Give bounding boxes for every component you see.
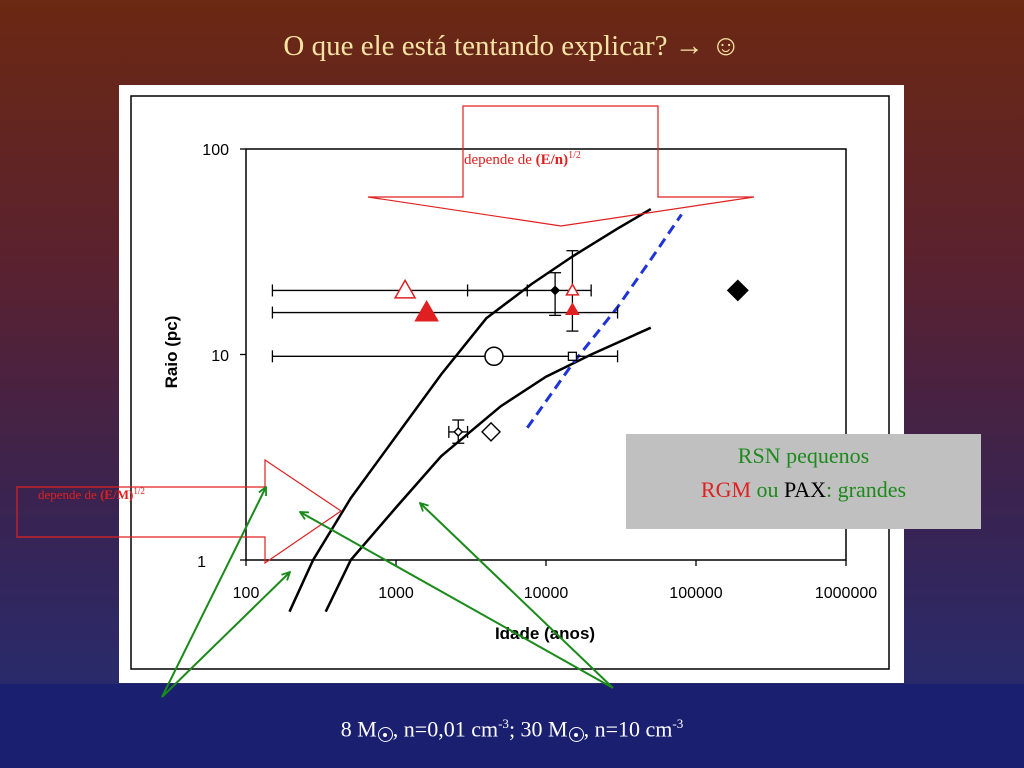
legend-grandes: grandes bbox=[832, 477, 907, 502]
legend-line-1: RSN pequenos bbox=[737, 443, 870, 468]
top-down-arrow bbox=[367, 105, 755, 227]
x-tick-10000: 10000 bbox=[524, 585, 569, 602]
dashed-model-curve bbox=[526, 213, 683, 429]
axis-ticks bbox=[240, 148, 847, 566]
x-tick-100000: 100000 bbox=[669, 585, 722, 602]
legend-pax: PAX bbox=[784, 477, 827, 502]
sun-symbol-icon bbox=[377, 727, 393, 743]
diamond-marker bbox=[453, 426, 464, 437]
x-axis-label: Idade (anos) bbox=[495, 624, 595, 643]
figure-panel bbox=[119, 85, 904, 683]
legend-colon: : bbox=[826, 477, 833, 502]
triangle-marker bbox=[414, 300, 439, 322]
sun-symbol-icon bbox=[568, 727, 584, 743]
y-tick-100: 100 bbox=[202, 142, 229, 159]
data-points bbox=[271, 250, 749, 444]
legend-box: RSN pequenos RGM ou PAX: grandes bbox=[626, 434, 981, 529]
left-right-arrow bbox=[16, 458, 343, 565]
square-marker bbox=[567, 351, 578, 361]
x-tick-1000: 1000 bbox=[378, 585, 414, 602]
slide-title: O que ele está tentando explicar? → ☺ bbox=[283, 30, 741, 62]
figure-frame bbox=[130, 95, 890, 670]
triangle-marker bbox=[565, 302, 580, 316]
diamond-marker bbox=[726, 279, 749, 302]
model-curve-1 bbox=[324, 326, 652, 613]
triangle-marker bbox=[565, 282, 580, 296]
green-arrow-3 bbox=[300, 512, 614, 689]
green-arrow-2 bbox=[161, 572, 290, 698]
diamond-marker bbox=[481, 421, 502, 442]
y-axis-label: Raio (pc) bbox=[162, 316, 181, 389]
circle-marker bbox=[484, 346, 504, 367]
x-tick-1000000: 1000000 bbox=[815, 585, 877, 602]
legend-rgm: RGM bbox=[700, 477, 752, 502]
green-arrow-1 bbox=[161, 487, 266, 698]
diamond-marker bbox=[550, 285, 561, 296]
y-tick-1: 1 bbox=[197, 554, 206, 571]
green-pointer-arrows bbox=[161, 487, 614, 698]
legend-line-2: RGM ou PAX: grandes bbox=[626, 477, 981, 503]
y-tick-10: 10 bbox=[211, 348, 229, 365]
left-arrow-label: depende de (E/M)1/2 bbox=[38, 486, 145, 502]
legend-ou: ou bbox=[751, 477, 785, 502]
model-curves bbox=[288, 208, 683, 613]
triangle-marker bbox=[393, 278, 417, 299]
footer-band bbox=[0, 684, 1024, 768]
footer-caption: 8 M, n=0,01 cm-3; 30 M, n=10 cm-3 bbox=[340, 716, 684, 743]
top-arrow-label: depende de (E/n)1/2 bbox=[464, 150, 581, 168]
x-tick-100: 100 bbox=[233, 585, 260, 602]
green-arrow-4 bbox=[420, 503, 614, 689]
